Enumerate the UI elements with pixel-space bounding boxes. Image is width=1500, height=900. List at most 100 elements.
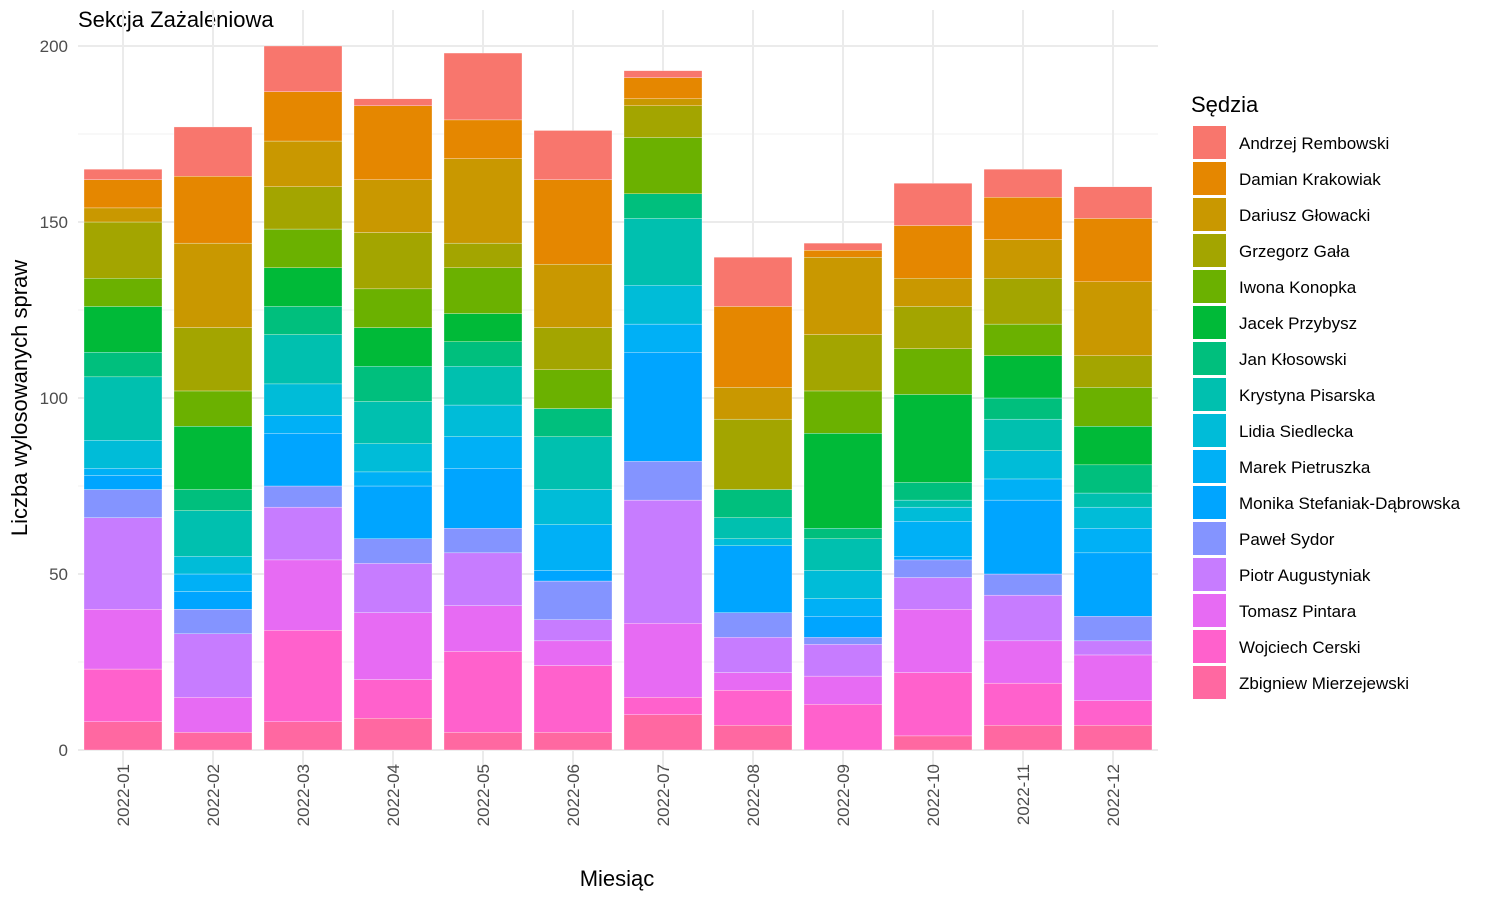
bar-segment <box>83 668 163 722</box>
bar-segment <box>893 394 973 483</box>
bar-segment <box>263 267 343 307</box>
x-axis-ticks: 2022-01 2022-02 2022-03 2022-04 2022-05 2022-… <box>114 764 1123 826</box>
bar-segment <box>263 228 343 268</box>
bar-segment <box>1073 492 1153 508</box>
bar-segment <box>1073 387 1153 427</box>
x-tick-label: 2022-04 <box>384 764 403 826</box>
bar-segment <box>173 242 253 328</box>
y-axis-label: Liczba wylosowanych spraw <box>7 260 32 536</box>
bar-segment <box>623 697 703 715</box>
bar-segment <box>983 418 1063 451</box>
bar-segment <box>443 341 523 367</box>
bar-segment <box>623 193 703 219</box>
bar-segment <box>893 556 973 561</box>
bar-segment <box>533 580 613 620</box>
bar-segment <box>713 387 793 420</box>
bar-segment <box>713 517 793 539</box>
x-tick-label: 2022-02 <box>204 764 223 826</box>
bar-segment <box>83 169 163 180</box>
y-tick-label: 50 <box>49 565 68 584</box>
bar-segment <box>623 105 703 138</box>
bar-segment <box>263 140 343 187</box>
legend-label: Jacek Przybysz <box>1239 314 1357 333</box>
legend-label: Dariusz Głowacki <box>1239 206 1370 225</box>
x-tick-label: 2022-06 <box>564 764 583 826</box>
bar-segment <box>173 327 253 392</box>
bar-segment <box>353 471 433 487</box>
bar-segment <box>443 436 523 469</box>
bar-segment <box>443 404 523 437</box>
legend-key <box>1193 126 1226 159</box>
bar-segment <box>353 288 433 328</box>
bar-segment <box>263 334 343 385</box>
bar-segment <box>353 98 433 106</box>
legend-label: Paweł Sydor <box>1239 530 1335 549</box>
bar-segment <box>983 478 1063 501</box>
bar-segment <box>83 517 163 610</box>
bar-segment <box>1073 654 1153 701</box>
bar-segment <box>173 510 253 557</box>
bar-segment <box>83 489 163 518</box>
bar-segment <box>803 242 883 251</box>
legend-label: Grzegorz Gała <box>1239 242 1350 261</box>
bar-segment <box>623 352 703 462</box>
bar-segment <box>173 556 253 575</box>
bar-segment <box>173 609 253 634</box>
bar-segment <box>533 130 613 180</box>
bar-segment <box>803 675 883 705</box>
x-tick-label: 2022-05 <box>474 764 493 826</box>
legend-key <box>1193 234 1226 267</box>
bar-segment <box>83 221 163 279</box>
bar-segment <box>263 383 343 416</box>
bar-segment <box>1073 281 1153 356</box>
bar-segment <box>353 179 433 233</box>
bar-segment <box>263 506 343 561</box>
bar-segment <box>353 327 433 367</box>
bar-segment <box>263 91 343 142</box>
bar-segment <box>803 528 883 539</box>
bar-segment <box>893 672 973 737</box>
legend-label: Zbigniew Mierzejewski <box>1239 674 1409 693</box>
bar-segment <box>893 183 973 226</box>
bar-segment <box>83 376 163 441</box>
bar-segment <box>623 499 703 624</box>
bar-segment <box>713 612 793 638</box>
bar-segment <box>803 616 883 638</box>
bar-segment <box>83 306 163 353</box>
bar-segment <box>533 369 613 409</box>
bar-segment <box>713 257 793 307</box>
bar-segment <box>893 482 973 501</box>
bar-segment <box>893 348 973 395</box>
bar-segment <box>353 366 433 402</box>
bar-segment <box>263 306 343 335</box>
bar-segment <box>263 433 343 487</box>
bar-segment <box>983 169 1063 198</box>
bar-segment <box>893 499 973 508</box>
legend-label: Marek Pietruszka <box>1239 458 1371 477</box>
bar-segment <box>713 418 793 490</box>
legend-key <box>1193 630 1226 663</box>
bar-segment <box>443 313 523 342</box>
bar-segment <box>803 637 883 645</box>
y-tick-label: 150 <box>40 213 68 232</box>
x-tick-label: 2022-10 <box>924 764 943 826</box>
bar-segment <box>893 278 973 307</box>
bar-segment <box>353 401 433 444</box>
bar-segment <box>263 559 343 631</box>
bar-segment <box>353 679 433 719</box>
legend: Andrzej Rembowski Damian Krakowiak Dariusz… <box>1193 126 1461 699</box>
bar-segment <box>443 552 523 606</box>
bar-segment <box>83 475 163 490</box>
x-tick-label: 2022-11 <box>1014 764 1033 825</box>
bar-segment <box>983 239 1063 279</box>
bar-segment <box>983 573 1063 596</box>
y-tick-label: 100 <box>40 389 68 408</box>
bar-segment <box>983 278 1063 325</box>
bar-segment <box>803 250 883 258</box>
bar-segment <box>1073 700 1153 726</box>
legend-key <box>1193 162 1226 195</box>
legend-key <box>1193 486 1226 519</box>
bar-segment <box>533 665 613 733</box>
legend-label: Andrzej Rembowski <box>1239 134 1389 153</box>
